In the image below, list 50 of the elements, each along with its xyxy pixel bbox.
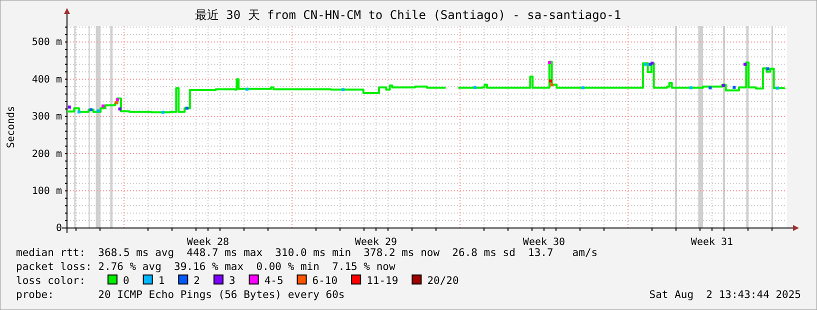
point <box>90 108 92 112</box>
legend-label: 0 <box>123 275 130 287</box>
point <box>102 104 104 108</box>
point <box>744 62 746 66</box>
point <box>474 86 476 89</box>
x-tick-label: Week 29 <box>354 237 398 248</box>
point <box>186 106 188 110</box>
legend-title: loss color: <box>16 275 86 287</box>
legend-label: 11-19 <box>366 275 398 287</box>
chart-title: 最近 30 天 from CN-HN-CM to Chile (Santiago) - sa-santiago-1 <box>194 8 622 22</box>
point <box>96 109 100 112</box>
point <box>246 88 248 91</box>
legend-label: 2 <box>194 275 200 287</box>
point <box>548 60 551 64</box>
x-tick-label: Week 28 <box>186 237 230 248</box>
point <box>766 67 770 70</box>
y-tick-label: 400 m <box>32 74 62 86</box>
point <box>116 98 119 102</box>
legend-label: 20/20 <box>427 275 459 287</box>
x-tick-label: Week 30 <box>522 237 566 248</box>
point <box>644 62 647 66</box>
point <box>68 106 71 109</box>
point <box>690 86 692 90</box>
point <box>722 84 725 88</box>
point <box>118 107 122 110</box>
legend-label: 3 <box>228 275 236 287</box>
y-tick-label: 500 m <box>32 37 62 48</box>
text: packet loss: 2.76 % avg 39.16 % max 0.00 % min 7.15 % now <box>16 261 396 273</box>
point <box>550 83 554 86</box>
y-tick-label: 200 m <box>32 148 62 160</box>
text: probe: 20 ICMP Echo Pings (56 Bytes) every 60s <box>16 289 345 301</box>
legend-label: 4-5 <box>264 275 284 287</box>
point <box>114 101 118 104</box>
text: Sat Aug 2 13:43:44 2025 <box>649 289 801 301</box>
x-tick-label: Week 31 <box>690 237 734 248</box>
text: median rtt: 368.5 ms avg 448.7 ms max 310.0 ms min 378.2 ms now 26.8 ms sd 13.7 am/s <box>16 247 598 259</box>
y-tick-label: 0 <box>56 223 62 234</box>
y-axis-title: Seconds <box>6 106 17 148</box>
point <box>708 86 712 90</box>
point <box>776 86 779 90</box>
point <box>162 110 164 114</box>
point <box>732 86 736 89</box>
point <box>582 86 584 90</box>
y-tick-label: 100 m <box>32 186 62 197</box>
point <box>549 80 552 83</box>
point <box>78 110 80 114</box>
legend-label: 6-10 <box>312 275 338 287</box>
point <box>342 88 344 92</box>
y-tick-label: 300 m <box>32 112 62 123</box>
legend-label: 1 <box>158 275 165 287</box>
